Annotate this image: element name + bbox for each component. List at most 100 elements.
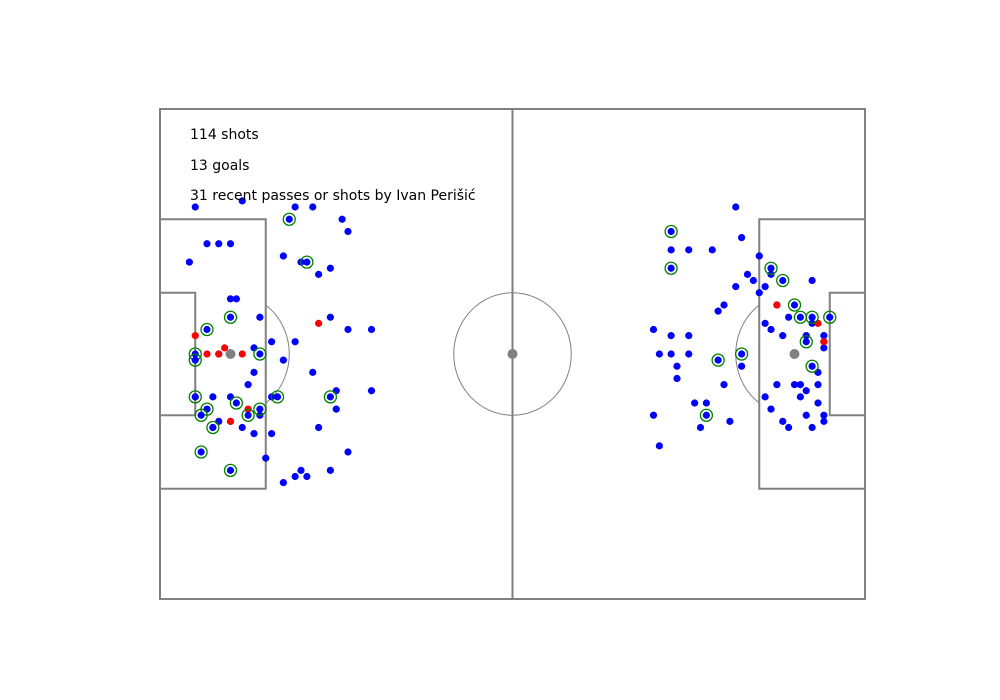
shot-point	[808, 423, 816, 432]
shot-point	[226, 240, 235, 248]
recent-pass-ring	[229, 396, 244, 410]
recent-pass-point	[256, 405, 264, 413]
shot-point	[344, 325, 352, 334]
recent-pass-point	[796, 313, 804, 321]
recent-pass-ring	[711, 353, 725, 367]
shot-point	[667, 332, 675, 340]
recent-pass-ring	[253, 347, 267, 361]
goal-point	[814, 319, 822, 327]
shot-point	[673, 362, 681, 370]
recent-pass-ring	[194, 445, 208, 459]
goal-point	[215, 350, 223, 358]
shot-point	[209, 393, 217, 401]
shot-point	[708, 246, 716, 254]
shot-point	[820, 411, 828, 419]
shot-point	[667, 350, 675, 358]
shot-point	[326, 466, 334, 474]
shot-point	[802, 387, 810, 395]
shot-point	[743, 270, 752, 278]
shot-point	[779, 332, 787, 340]
shot-point	[291, 338, 299, 346]
shot-point	[215, 240, 223, 248]
shot-point	[344, 448, 352, 456]
shot-point	[814, 368, 822, 376]
recent-pass-ring	[823, 310, 837, 324]
recent-pass-point	[285, 215, 293, 223]
shot-point	[749, 276, 757, 285]
shot-point	[732, 203, 740, 211]
right-penalty-spot	[789, 349, 800, 359]
shot-point	[238, 423, 246, 432]
recent-pass-ring	[805, 359, 819, 373]
shot-point	[779, 417, 787, 425]
recent-pass-ring	[323, 390, 338, 404]
shot-point	[667, 246, 675, 254]
shot-point	[649, 411, 658, 419]
shot-point	[226, 393, 235, 401]
recent-pass-ring	[223, 310, 238, 324]
goal-point	[226, 417, 235, 425]
shot-point	[326, 313, 334, 321]
recent-pass-point	[738, 350, 746, 358]
shot-point	[720, 381, 728, 389]
recent-pass-point	[802, 338, 810, 346]
shot-point	[702, 399, 710, 407]
recent-pass-ring	[194, 408, 208, 422]
shot-point	[367, 387, 376, 395]
recent-pass-ring	[787, 298, 802, 312]
shot-point	[755, 252, 763, 260]
shot-point	[315, 270, 323, 278]
recent-pass-ring	[799, 335, 813, 349]
shot-point	[785, 313, 793, 321]
recent-pass-ring	[200, 322, 214, 337]
shot-point	[696, 423, 705, 432]
shot-point	[309, 203, 317, 211]
recent-pass-point	[303, 258, 311, 266]
shot-point	[344, 227, 352, 236]
shot-point	[262, 454, 270, 462]
recent-pass-point	[808, 362, 816, 370]
recent-pass-ring	[241, 408, 255, 422]
recent-pass-ring	[776, 273, 790, 288]
recent-pass-point	[667, 227, 675, 236]
shot-point	[338, 215, 346, 223]
shot-point	[268, 338, 276, 346]
shot-point	[238, 197, 246, 205]
goal-point	[191, 332, 199, 340]
recent-passes-label: 31 recent passes or shots by Ivan Periši…	[190, 188, 476, 204]
goal-point	[238, 350, 246, 358]
shot-point	[332, 405, 340, 413]
shot-point	[185, 258, 193, 266]
shot-point	[767, 405, 775, 413]
shot-point	[279, 252, 287, 260]
left-penalty-spot	[225, 349, 236, 359]
shot-point	[714, 307, 722, 315]
goal-point	[203, 350, 211, 358]
recent-pass-point	[779, 276, 787, 285]
shot-point	[761, 283, 769, 291]
left-six-yard-box	[160, 291, 197, 417]
shot-point	[720, 301, 728, 309]
recent-pass-point	[226, 313, 235, 321]
goal-point	[221, 344, 229, 352]
goal-point	[315, 319, 323, 327]
shot-point	[367, 325, 376, 334]
shot-point	[655, 442, 663, 450]
recent-pass-ring	[300, 255, 314, 269]
shot-point	[332, 387, 340, 395]
recent-pass-ring	[699, 408, 714, 422]
shot-point	[309, 368, 317, 376]
shot-point	[279, 356, 287, 364]
center-circle	[453, 292, 572, 416]
shot-point	[232, 295, 240, 303]
recent-pass-ring	[188, 353, 202, 367]
shot-point	[191, 203, 199, 211]
shot-point	[820, 344, 828, 352]
shot-point	[691, 399, 699, 407]
shot-point	[256, 313, 264, 321]
recent-pass-ring	[764, 261, 778, 275]
recent-pass-ring	[253, 402, 267, 416]
shot-point	[796, 393, 804, 401]
shot-point	[726, 417, 734, 425]
